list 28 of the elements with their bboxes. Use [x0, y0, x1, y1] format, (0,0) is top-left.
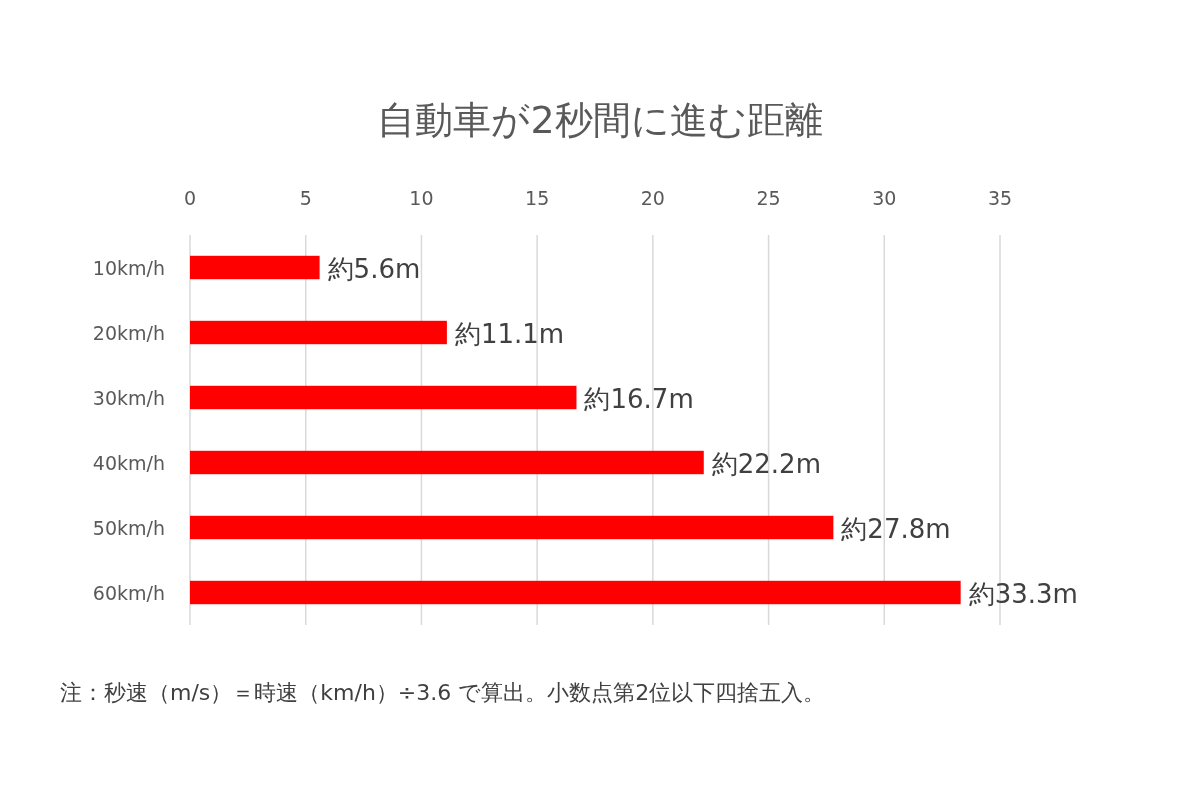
text: 注：秒速（m/s）＝時速（km/h）÷3.6 で算出。小数点第2位以下四捨五入。	[60, 680, 826, 705]
data-label: 約16.7m	[584, 383, 694, 414]
x-tick-label: 35	[987, 187, 1013, 209]
y-tick-label: 50km/h	[92, 516, 165, 539]
bar	[190, 450, 704, 475]
x-tick-label: 0	[183, 187, 197, 209]
y-tick-label: 10km/h	[92, 256, 165, 279]
y-tick-label: 40km/h	[92, 451, 165, 474]
chart-title: 自動車が2秒間に進む距離	[377, 98, 823, 142]
y-tick-label: 30km/h	[92, 386, 165, 409]
x-tick-label: 5	[299, 187, 312, 209]
x-tick-label: 25	[756, 187, 781, 209]
x-tick-label: 30	[872, 187, 897, 209]
y-tick-label: 20km/h	[92, 321, 165, 344]
x-tick-label: 15	[525, 187, 550, 209]
x-tick-label: 20	[640, 187, 665, 209]
bar	[190, 580, 961, 605]
data-label: 約5.6m	[327, 253, 421, 284]
bar	[190, 255, 320, 280]
bar	[190, 320, 447, 345]
y-tick-label: 60km/h	[92, 581, 165, 604]
data-label: 約22.2m	[711, 448, 821, 479]
bar	[190, 515, 834, 540]
x-tick-label: 10	[409, 187, 434, 209]
bar	[190, 385, 577, 410]
data-label: 約33.3m	[968, 578, 1078, 609]
data-label: 約27.8m	[841, 513, 951, 544]
data-label: 約11.1m	[454, 318, 565, 349]
